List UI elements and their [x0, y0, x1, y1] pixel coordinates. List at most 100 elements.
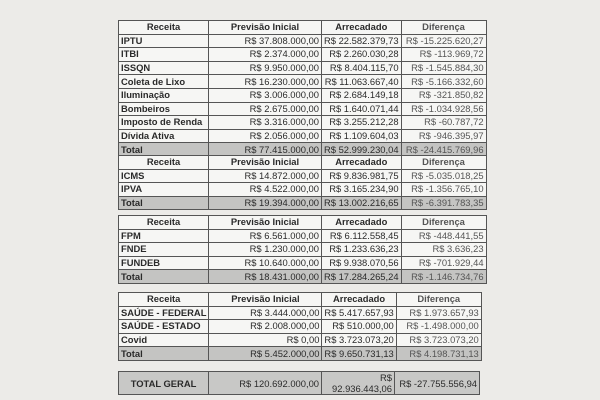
table-row: Dívida Ativa R$ 2.056.000,00 R$ 1.109.604,…: [118, 128, 487, 144]
receita-cell: SAÚDE - ESTADO: [117, 319, 210, 334]
receita-cell: ICMS: [118, 168, 209, 184]
receita-cell: Total: [118, 195, 209, 211]
table-row: SAÚDE - ESTADO R$ 2.008.000,00 R$ 510.000,…: [117, 319, 482, 334]
receita-cell: Bombeiros: [118, 101, 209, 117]
previsao-inicial-cell: R$ 16.230.000,00: [208, 74, 322, 89]
total-row: Total R$ 19.394.000,00 R$ 13.002.216,65 R$ …: [118, 195, 487, 211]
receita-cell: Imposto de Renda: [118, 115, 209, 130]
header-row: Receita Previsão Inicial Arrecadado Diferen…: [118, 20, 487, 35]
receita-cell: TOTAL GERAL: [118, 371, 209, 395]
previsao-inicial-cell: R$ 6.561.000,00: [208, 228, 322, 244]
diferenca-cell: R$ -321.850,82: [400, 87, 487, 103]
previsao-inicial-cell: Previsão Inicial: [208, 20, 322, 35]
diferenca-cell: R$ -27.755.556,94: [394, 371, 480, 395]
receita-cell: Total: [117, 346, 210, 361]
grand-total-row: TOTAL GERAL R$ 120.692.000,00 R$ 92.936.44…: [118, 371, 480, 395]
arrecadado-cell: R$ 3.165.234,90: [321, 182, 402, 197]
arrecadado-cell: R$ 8.404.115,70: [321, 60, 402, 76]
diferenca-cell: R$ -15.225.620,27: [400, 33, 487, 49]
receita-cell: Coleta de Lixo: [118, 74, 209, 89]
diferenca-cell: R$ -5.166.332,60: [400, 74, 487, 89]
diferenca-cell: R$ -113.969,72: [400, 47, 487, 62]
arrecadado-cell: Arrecadado: [321, 20, 402, 35]
table-row: ISSQN R$ 9.950.000,00 R$ 8.404.115,70 R$ -1…: [118, 60, 487, 76]
previsao-inicial-cell: R$ 0,00: [208, 332, 323, 348]
table-row: Bombeiros R$ 2.675.000,00 R$ 1.640.071,44 R…: [118, 101, 487, 117]
receita-cell: ISSQN: [118, 60, 209, 76]
receita-cell: IPTU: [118, 33, 209, 49]
previsao-inicial-cell: R$ 2.675.000,00: [208, 101, 322, 117]
revenue-table: Receita Previsão Inicial Arrecadado Diferen…: [118, 155, 487, 211]
arrecadado-cell: R$ 13.002.216,65: [321, 195, 402, 211]
arrecadado-cell: Arrecadado: [321, 155, 402, 170]
previsao-inicial-cell: R$ 3.006.000,00: [208, 87, 322, 103]
table-row: SAÚDE - FEDERAL R$ 3.444.000,00 R$ 5.417.6…: [117, 305, 482, 321]
arrecadado-cell: R$ 52.999.230,04: [321, 142, 402, 157]
total-row: Total R$ 77.415.000,00 R$ 52.999.230,04 R$ …: [118, 142, 487, 157]
receita-cell: Receita: [117, 292, 210, 307]
diferenca-cell: R$ -5.035.018,25: [400, 168, 487, 184]
arrecadado-cell: R$ 6.112.558,45: [321, 228, 402, 244]
previsao-inicial-cell: R$ 37.808.000,00: [208, 33, 322, 49]
arrecadado-cell: R$ 5.417.657,93: [321, 305, 397, 321]
previsao-inicial-cell: Previsão Inicial: [208, 292, 323, 307]
arrecadado-cell: R$ 2.260.030,28: [321, 47, 402, 62]
header-row: Receita Previsão Inicial Arrecadado Diferen…: [117, 292, 482, 307]
arrecadado-cell: R$ 92.936.443,06: [321, 371, 395, 395]
revenue-table: Receita Previsão Inicial Arrecadado Diferen…: [117, 292, 482, 361]
previsao-inicial-cell: R$ 2.374.000,00: [208, 47, 322, 62]
receita-cell: Receita: [118, 215, 209, 230]
previsao-inicial-cell: R$ 9.950.000,00: [208, 60, 322, 76]
arrecadado-cell: R$ 3.255.212,28: [321, 115, 402, 130]
table-row: Covid R$ 0,00 R$ 3.723.073,20 R$ 3.723.073,…: [117, 332, 482, 348]
previsao-inicial-cell: R$ 10.640.000,00: [208, 255, 322, 271]
table-row: IPTU R$ 37.808.000,00 R$ 22.582.379,73 R$ -…: [118, 33, 487, 49]
diferenca-cell: R$ -1.498.000,00: [395, 319, 482, 334]
receita-cell: Dívida Ativa: [118, 128, 209, 144]
receita-cell: IPVA: [118, 182, 209, 197]
arrecadado-cell: R$ 22.582.379,73: [321, 33, 402, 49]
receita-cell: SAÚDE - FEDERAL: [117, 305, 210, 321]
diferenca-cell: R$ -946.395,97: [400, 128, 487, 144]
diferenca-cell: Diferença: [400, 20, 487, 35]
table-row: FNDE R$ 1.230.000,00 R$ 1.233.636,23 R$ 3.6…: [118, 242, 487, 257]
arrecadado-cell: R$ 1.233.636,23: [321, 242, 402, 257]
arrecadado-cell: R$ 510.000,00: [321, 319, 397, 334]
previsao-inicial-cell: R$ 1.230.000,00: [208, 242, 322, 257]
diferenca-cell: R$ -1.545.884,30: [400, 60, 487, 76]
diferenca-cell: R$ -448.441,55: [400, 228, 487, 244]
grand-total-table: TOTAL GERAL R$ 120.692.000,00 R$ 92.936.44…: [118, 371, 480, 395]
arrecadado-cell: R$ 11.063.667,40: [321, 74, 402, 89]
arrecadado-cell: R$ 3.723.073,20: [321, 332, 397, 348]
arrecadado-cell: R$ 9.650.731,13: [321, 346, 397, 361]
arrecadado-cell: R$ 1.109.604,03: [321, 128, 402, 144]
receita-cell: Receita: [118, 20, 209, 35]
table-row: ITBI R$ 2.374.000,00 R$ 2.260.030,28 R$ -11…: [118, 47, 487, 62]
diferenca-cell: R$ -6.391.783,35: [400, 195, 487, 211]
diferenca-cell: Diferença: [400, 215, 487, 230]
previsao-inicial-cell: R$ 19.394.000,00: [208, 195, 322, 211]
table-row: Coleta de Lixo R$ 16.230.000,00 R$ 11.063.…: [118, 74, 487, 89]
arrecadado-cell: R$ 17.284.265,24: [321, 269, 402, 284]
table-row: FPM R$ 6.561.000,00 R$ 6.112.558,45 R$ -448…: [118, 228, 487, 244]
receita-cell: FNDE: [118, 242, 209, 257]
previsao-inicial-cell: R$ 2.008.000,00: [208, 319, 323, 334]
previsao-inicial-cell: Previsão Inicial: [208, 155, 322, 170]
receita-cell: Iluminação: [118, 87, 209, 103]
arrecadado-cell: R$ 1.640.071,44: [321, 101, 402, 117]
previsao-inicial-cell: R$ 77.415.000,00: [208, 142, 322, 157]
diferenca-cell: Diferença: [400, 155, 487, 170]
table-row: Iluminação R$ 3.006.000,00 R$ 2.684.149,18…: [118, 87, 487, 103]
diferenca-cell: R$ 4.198.731,13: [395, 346, 482, 361]
table-row: ICMS R$ 14.872.000,00 R$ 9.836.981,75 R$ -5…: [118, 168, 487, 184]
arrecadado-cell: Arrecadado: [321, 292, 397, 307]
receita-cell: Total: [118, 269, 209, 284]
receita-cell: Receita: [118, 155, 209, 170]
table-row: IPVA R$ 4.522.000,00 R$ 3.165.234,90 R$ -1.…: [118, 182, 487, 197]
receita-cell: ITBI: [118, 47, 209, 62]
previsao-inicial-cell: Previsão Inicial: [208, 215, 322, 230]
diferenca-cell: R$ 3.723.073,20: [395, 332, 482, 348]
arrecadado-cell: R$ 2.684.149,18: [321, 87, 402, 103]
revenue-table: Receita Previsão Inicial Arrecadado Diferen…: [118, 215, 487, 284]
total-row: Total R$ 18.431.000,00 R$ 17.284.265,24 R$ …: [118, 269, 487, 284]
